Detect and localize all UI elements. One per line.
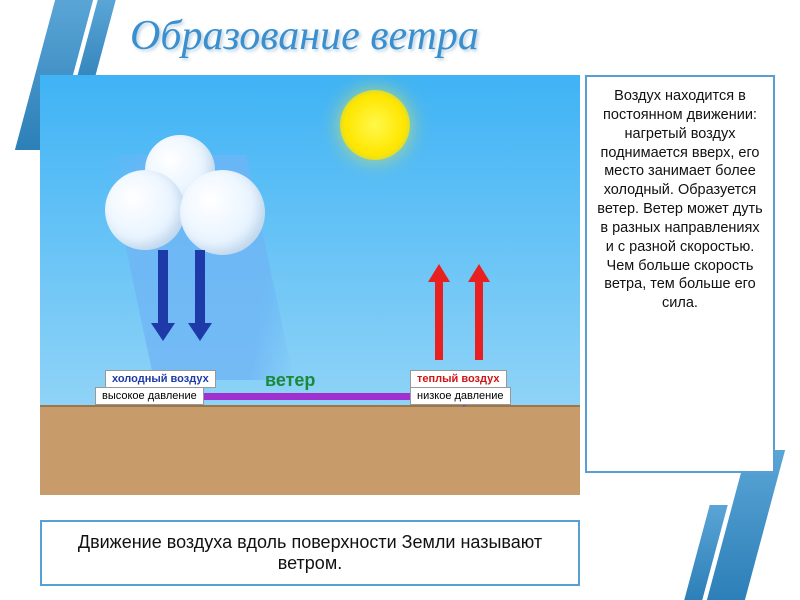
warm-air-label: теплый воздух <box>410 370 507 388</box>
high-pressure-label: высокое давление <box>95 387 204 405</box>
warm-air-arrow <box>475 280 483 360</box>
low-pressure-label: низкое давление <box>410 387 511 405</box>
cloud-icon <box>180 170 265 255</box>
sidebar-text: Воздух находится в постоянном движении: … <box>597 88 762 311</box>
cold-air-label: холодный воздух <box>105 370 216 388</box>
slide-title: Образование ветра <box>130 12 479 60</box>
cloud-icon <box>105 170 185 250</box>
description-sidebar: Воздух находится в постоянном движении: … <box>585 75 775 473</box>
warm-air-arrow <box>435 280 443 360</box>
cold-air-arrow <box>195 250 205 325</box>
footer-text: Движение воздуха вдоль поверхности Земли… <box>78 532 542 573</box>
wind-label: ветер <box>265 370 315 391</box>
wind-formation-diagram: ветер холодный воздух высокое давление т… <box>40 75 580 495</box>
ground-region <box>40 405 580 495</box>
cold-air-arrow <box>158 250 168 325</box>
sun-icon <box>340 90 410 160</box>
definition-footer: Движение воздуха вдоль поверхности Земли… <box>40 520 580 586</box>
